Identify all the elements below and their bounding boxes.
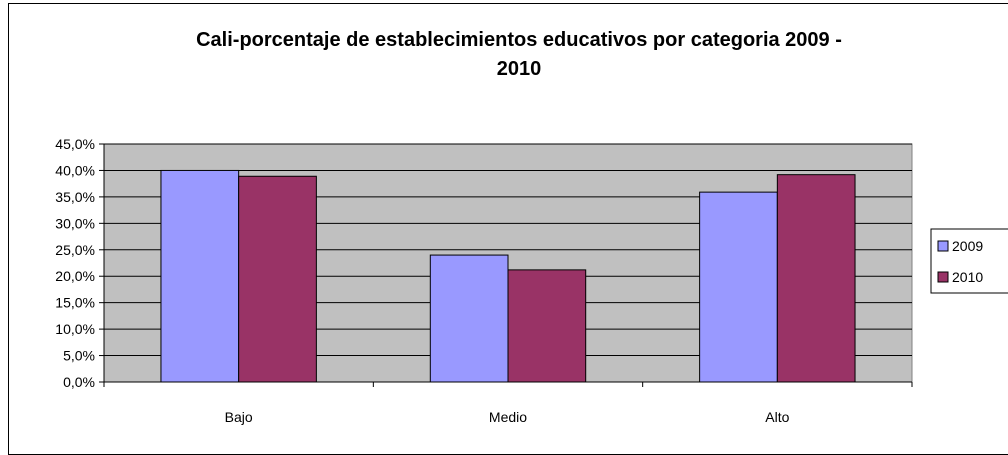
bar-2009-Medio [429,254,509,383]
axes [99,143,913,387]
x-tick-label: Medio [489,409,527,425]
y-tick-label: 5,0% [63,348,95,364]
x-tick-labels: Bajo Medio Alto [225,409,790,425]
bar-2010-Bajo [238,175,317,383]
y-tick-label: 30,0% [55,215,95,231]
x-tick-label: Alto [765,409,789,425]
y-tick-label: 35,0% [55,189,95,205]
y-tick-label: 40,0% [55,162,95,178]
legend-swatch-2010 [937,271,949,283]
legend-swatch-2009 [937,240,949,252]
chart-title-line-2: 2010 [497,58,542,80]
y-tick-labels: 0,0% 5,0% 10,0% 15,0% 20,0% 25,0% 30,0% 35,0% 40… [55,136,95,390]
chart-title-line-1: Cali-porcentaje de establecimientos educ… [196,29,842,51]
legend-label-2010: 2010 [952,269,983,285]
legend-label-2009: 2009 [952,238,983,254]
y-tick-label: 0,0% [63,374,95,390]
y-tick-label: 25,0% [55,242,95,258]
bar-2010-Alto [776,174,856,383]
x-tick-label: Bajo [225,409,253,425]
bar-2009-Alto [699,191,778,383]
bar-2010-Medio [507,269,587,383]
y-tick-label: 10,0% [55,321,95,337]
y-tick-label: 45,0% [55,136,95,152]
legend: 2009 2010 [930,228,1008,294]
y-tick-label: 20,0% [55,268,95,284]
bars [160,169,856,383]
y-tick-label: 15,0% [55,295,95,311]
bar-2009-Bajo [160,169,240,383]
